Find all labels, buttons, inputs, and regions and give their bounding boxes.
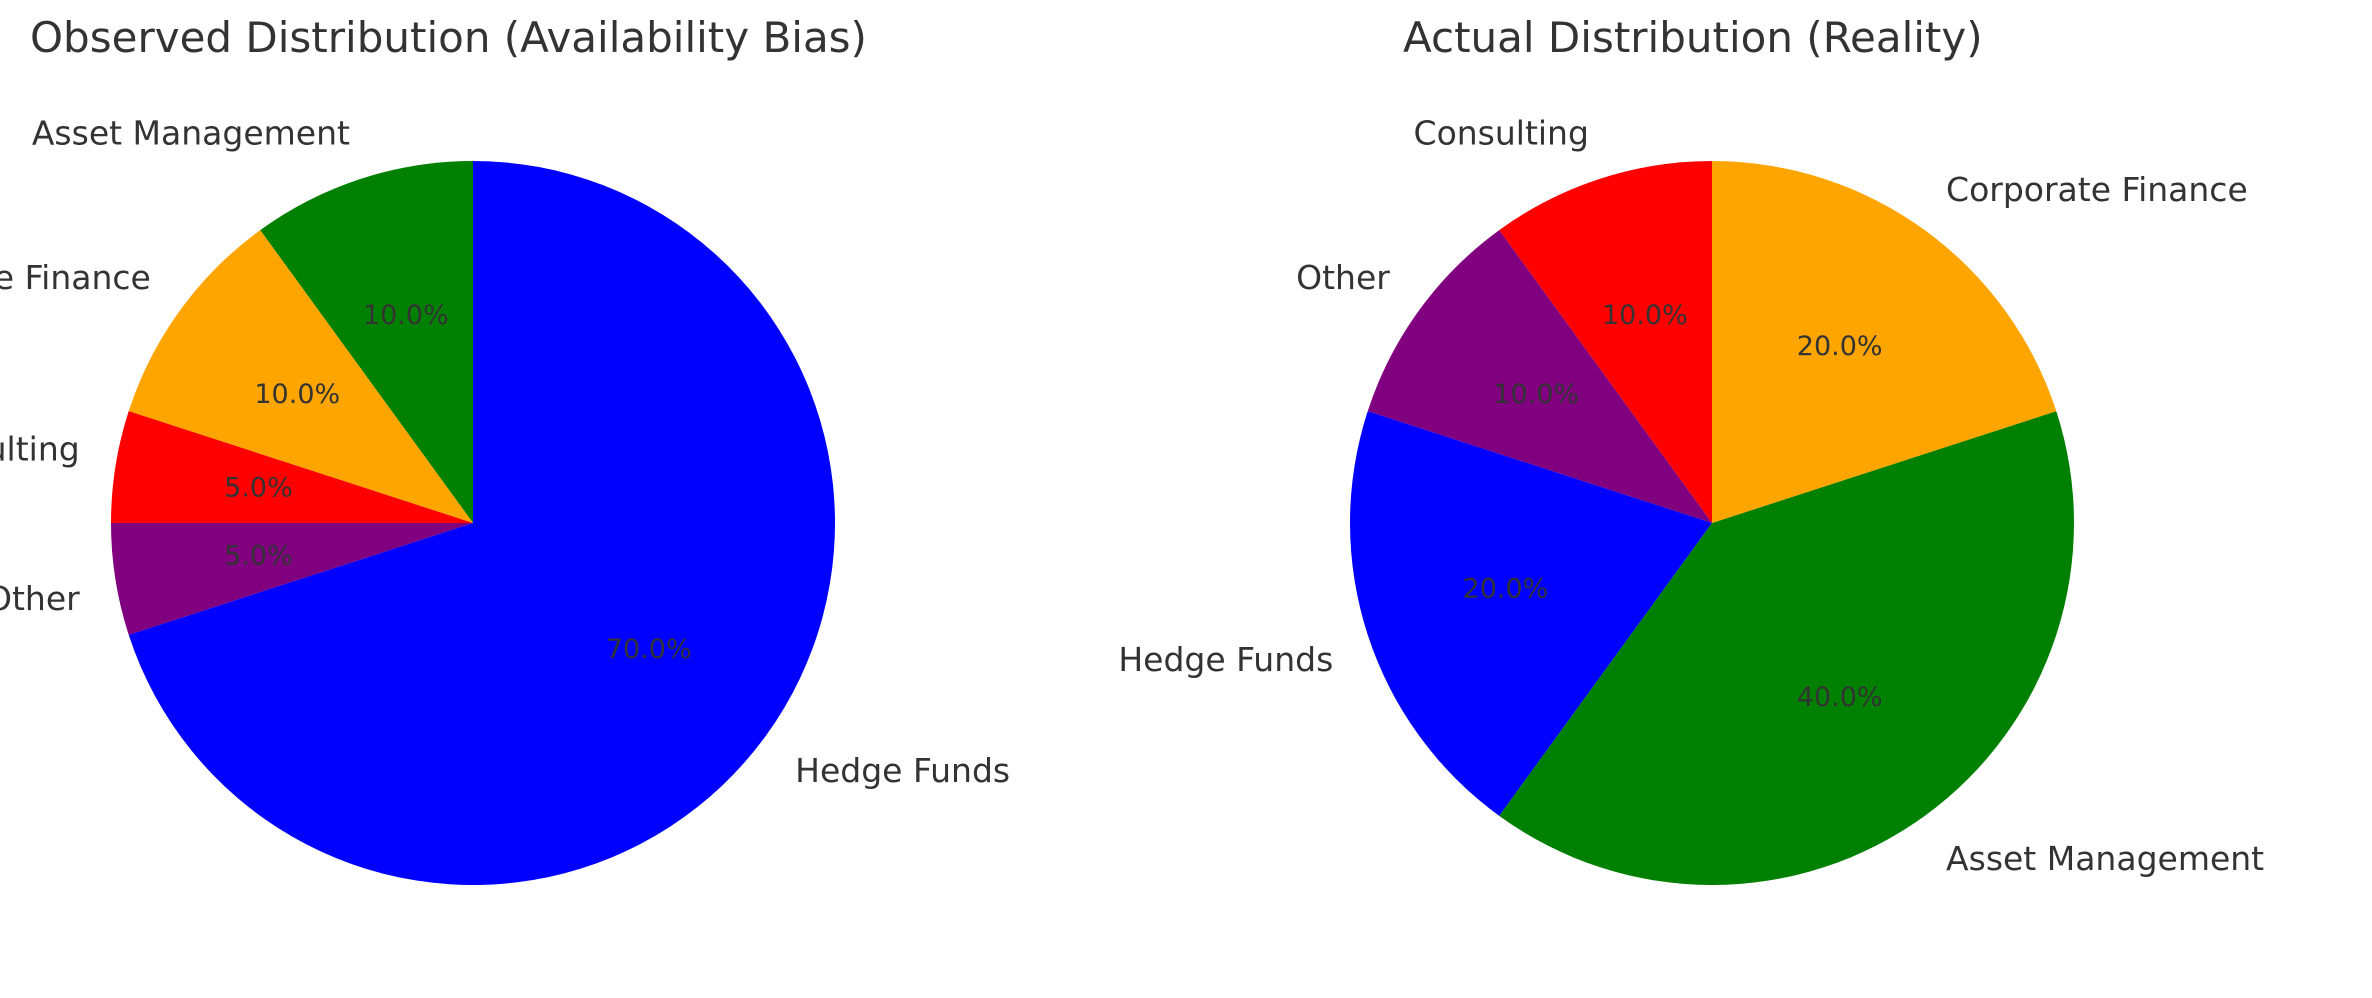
slice-label-asset-management: Asset Management (1946, 839, 2264, 878)
slice-label-consulting: Consulting (0, 430, 80, 469)
slice-label-asset-management: Asset Management (32, 113, 350, 152)
slice-label-other: Other (0, 579, 80, 618)
pie-slice-corporate-finance (128, 230, 473, 523)
pie-slice-other (1367, 230, 1712, 523)
chart-title-actual: Actual Distribution (Reality) (1403, 13, 1983, 62)
pie-slice-hedge-funds (1350, 411, 1712, 816)
chart-title-observed: Observed Distribution (Availability Bias… (30, 13, 867, 62)
slice-label-hedge-funds: Hedge Funds (795, 751, 1010, 790)
actual-distribution-pie: Actual Distribution (Reality) Consulting… (1118, 13, 2264, 885)
pie-slice-hedge-funds (128, 161, 836, 885)
percent-label-consulting: 5.0% (224, 473, 293, 504)
pie-slice-asset-management (260, 161, 473, 523)
pie-slice-asset-management (1499, 411, 2074, 885)
pie-slice-corporate-finance (1712, 161, 2057, 523)
slice-label-consulting: Consulting (1414, 113, 1589, 152)
pie-slices-observed (111, 161, 836, 885)
percent-label-other: 10.0% (1493, 379, 1579, 410)
slice-label-corporate-finance: Corporate Finance (1946, 170, 2248, 209)
percent-label-hedge-funds: 70.0% (606, 634, 692, 665)
slice-label-corporate-finance: Corporate Finance (0, 258, 151, 297)
percent-label-hedge-funds: 20.0% (1463, 574, 1549, 605)
observed-distribution-pie: Observed Distribution (Availability Bias… (0, 13, 1010, 885)
percent-label-consulting: 10.0% (1602, 300, 1688, 331)
pie-slice-consulting (111, 411, 473, 523)
pie-slice-consulting (1499, 161, 1712, 523)
percent-label-corporate-finance: 10.0% (254, 379, 340, 410)
slice-label-hedge-funds: Hedge Funds (1118, 640, 1333, 679)
pie-labels-observed: Asset Management 10.0% Corporate Finance 10… (0, 113, 1010, 790)
percent-label-asset-management: 10.0% (363, 300, 449, 331)
slice-label-other: Other (1296, 258, 1390, 297)
percent-label-corporate-finance: 20.0% (1797, 331, 1883, 362)
pie-labels-actual: Consulting 10.0% Other 10.0% Hedge Funds 20.0… (1118, 113, 2264, 878)
percent-label-asset-management: 40.0% (1797, 682, 1883, 713)
percent-label-other: 5.0% (224, 540, 293, 571)
pie-slice-other (111, 523, 473, 635)
pie-slices-actual (1350, 161, 2074, 885)
